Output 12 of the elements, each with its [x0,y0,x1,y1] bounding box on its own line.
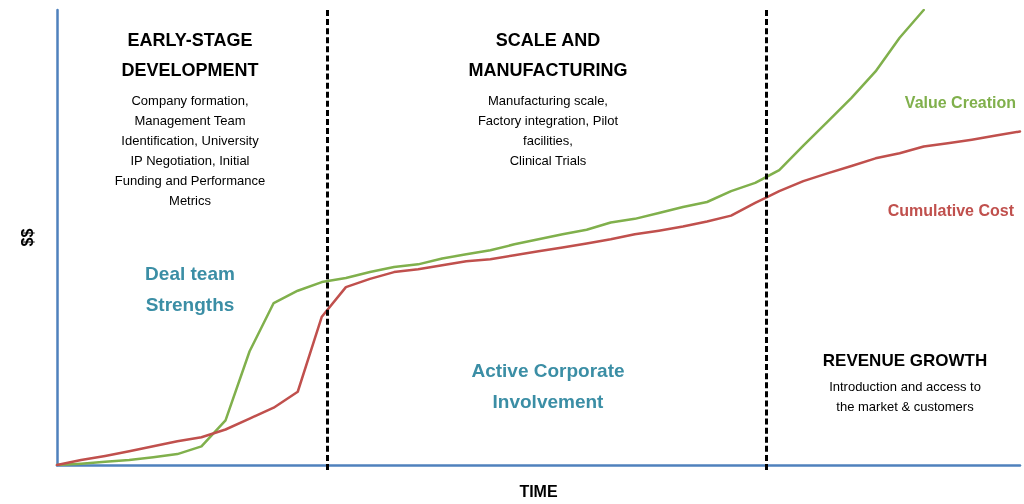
text: Cumulative Cost [887,201,1015,219]
annotation: REVENUE GROWTH [822,350,988,370]
annotation: EARLY-STAGE DEVELOPMENT [121,30,259,80]
x-axis-title: TIME [519,482,558,500]
annotation: Company formation, Management Team Identification, University IP Negotiation, Initial Funding and Performance Metrics [114,92,266,208]
annotation: Active Corporate Involvement [471,360,625,412]
text: Value Creation [904,93,1016,111]
annotation: Manufacturing scale, Factory integration, Pilot facilities, Clinical Trials [477,92,619,168]
annotation: Deal team Strengths [145,263,235,315]
annotation: Introduction and access to the market & customers [829,378,981,414]
annotation: SCALE AND MANUFACTURING [468,30,628,80]
y-axis-title: $$ [18,228,36,247]
